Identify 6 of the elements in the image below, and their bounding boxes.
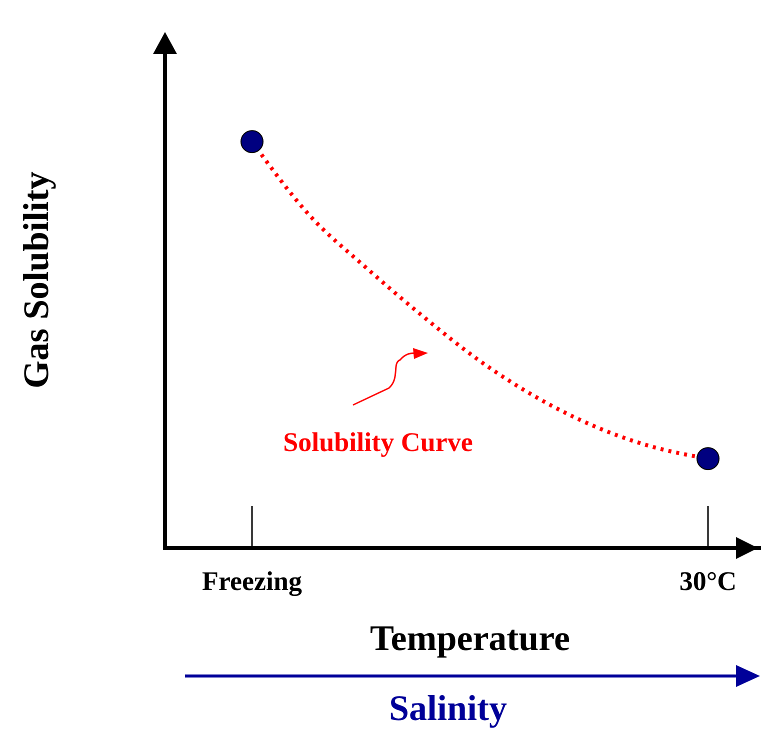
x-axis-title: Temperature bbox=[370, 618, 570, 658]
text: Salinity bbox=[388, 688, 508, 728]
legend-label: Solubility Curve bbox=[283, 427, 473, 457]
x-tick-label: 30°C bbox=[679, 566, 737, 596]
x-tick-label: Freezing bbox=[202, 566, 302, 596]
y-axis-title: Gas Solubility bbox=[16, 171, 56, 389]
